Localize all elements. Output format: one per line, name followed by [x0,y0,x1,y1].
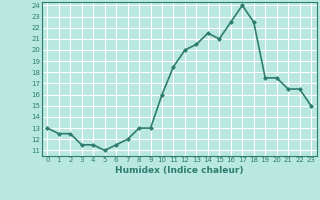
X-axis label: Humidex (Indice chaleur): Humidex (Indice chaleur) [115,166,244,175]
